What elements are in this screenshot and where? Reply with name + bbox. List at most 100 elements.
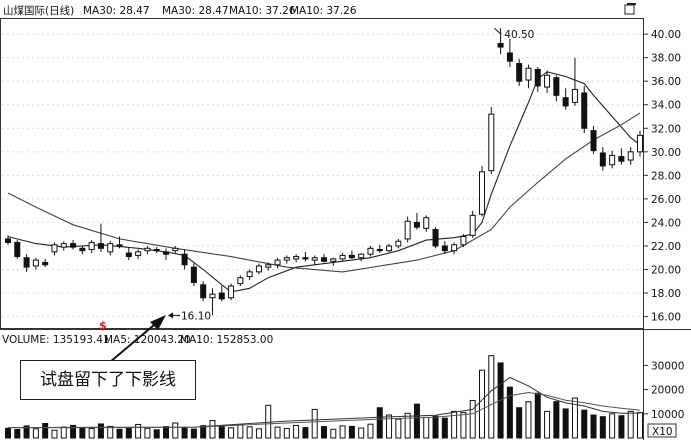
candle bbox=[60, 241, 67, 251]
window-restore-icon[interactable] bbox=[624, 3, 636, 15]
volume-bar bbox=[544, 410, 551, 439]
volume-bar bbox=[460, 412, 467, 439]
volume-tick-label: 10000 bbox=[651, 409, 684, 421]
candle-body bbox=[488, 113, 495, 172]
candle bbox=[497, 28, 504, 55]
volume-bar bbox=[302, 427, 309, 439]
candle-body bbox=[5, 238, 11, 243]
candle-body bbox=[330, 258, 337, 262]
volume-tick-label: 30000 bbox=[651, 360, 684, 372]
candle bbox=[144, 245, 151, 255]
candle-body bbox=[479, 171, 485, 215]
candle-body bbox=[97, 243, 104, 249]
callout-arrow bbox=[109, 315, 166, 363]
volume-bar bbox=[70, 424, 77, 439]
price-tick-label: 34.00 bbox=[651, 100, 681, 112]
price-tick-label: 38.00 bbox=[651, 53, 681, 65]
candle-body bbox=[23, 257, 30, 268]
volume-bar bbox=[348, 425, 355, 439]
candle-body bbox=[404, 220, 411, 240]
candle bbox=[627, 147, 634, 165]
volume-bar bbox=[23, 425, 30, 439]
candle bbox=[125, 247, 132, 261]
volume-bar bbox=[200, 425, 207, 439]
candle-body bbox=[163, 251, 169, 255]
volume-bar bbox=[255, 428, 262, 439]
candle-body bbox=[534, 68, 541, 87]
volume-bar bbox=[534, 392, 541, 439]
high-annotation-leader bbox=[493, 27, 502, 35]
volume-bar bbox=[581, 409, 588, 439]
candle-body bbox=[525, 67, 532, 81]
volume-bar bbox=[228, 427, 235, 439]
candle bbox=[51, 242, 58, 256]
volume-bar bbox=[506, 386, 513, 439]
candle-body bbox=[451, 244, 458, 252]
candle bbox=[460, 234, 467, 248]
volume-bar bbox=[311, 408, 318, 439]
candle bbox=[218, 285, 225, 302]
candle bbox=[302, 251, 309, 262]
volume-bar bbox=[637, 412, 643, 439]
candle bbox=[181, 249, 188, 270]
ma-item-2: MA30: 28.47 bbox=[162, 5, 229, 17]
candle bbox=[14, 240, 21, 259]
candle bbox=[116, 236, 123, 249]
candle-body bbox=[190, 266, 197, 283]
candle-body bbox=[413, 221, 420, 228]
price-annotations: 40.50 16.10 bbox=[168, 27, 534, 322]
candle bbox=[339, 253, 346, 262]
volume-bar bbox=[413, 403, 420, 439]
candle bbox=[330, 257, 337, 266]
candle-body bbox=[469, 214, 476, 236]
unit-label: X10 bbox=[652, 426, 673, 438]
candle-body bbox=[302, 257, 309, 260]
candle-body bbox=[14, 241, 21, 258]
candle bbox=[228, 283, 235, 301]
volume-bar bbox=[79, 427, 86, 439]
candle bbox=[172, 245, 179, 254]
candle bbox=[386, 243, 393, 252]
candle-body bbox=[460, 236, 467, 246]
volume-ma-long-line bbox=[7, 391, 641, 429]
candle bbox=[237, 275, 244, 286]
price-tick-label: 24.00 bbox=[651, 217, 681, 229]
volume-bar bbox=[163, 426, 169, 439]
candle bbox=[321, 254, 327, 263]
candle bbox=[293, 254, 300, 263]
candle-body bbox=[144, 247, 151, 252]
price-tick-label: 16.00 bbox=[651, 312, 681, 324]
volume-bar bbox=[60, 426, 67, 439]
volume-bar bbox=[265, 404, 272, 439]
candle bbox=[562, 88, 569, 110]
candle bbox=[348, 250, 355, 259]
candle-body bbox=[200, 284, 207, 299]
candle bbox=[423, 215, 430, 232]
candle-body bbox=[153, 249, 160, 252]
volume-bar bbox=[469, 399, 476, 439]
price-tick-label: 18.00 bbox=[651, 288, 681, 300]
volume-bar bbox=[432, 415, 439, 439]
price-tick-label: 20.00 bbox=[651, 265, 681, 277]
candle bbox=[358, 253, 365, 262]
volume-bar bbox=[330, 428, 337, 439]
volume-bar bbox=[441, 417, 448, 439]
high-annotation-label: 40.50 bbox=[504, 29, 534, 41]
candle bbox=[32, 257, 39, 270]
candle bbox=[367, 245, 374, 257]
candle-body bbox=[293, 256, 300, 260]
candle bbox=[311, 255, 318, 265]
volume-bar bbox=[153, 429, 160, 439]
candle-body bbox=[237, 277, 244, 285]
volume-bar bbox=[125, 427, 132, 439]
candle-body bbox=[358, 253, 365, 259]
volume-bar bbox=[599, 416, 606, 439]
volume-bar bbox=[246, 426, 253, 439]
volume-bar bbox=[181, 426, 188, 439]
candle bbox=[525, 64, 532, 89]
candle bbox=[516, 58, 523, 86]
volume-bar bbox=[321, 426, 327, 439]
volume-bar bbox=[525, 401, 532, 439]
candle-body bbox=[32, 259, 39, 267]
volume-bar-series bbox=[5, 355, 643, 439]
